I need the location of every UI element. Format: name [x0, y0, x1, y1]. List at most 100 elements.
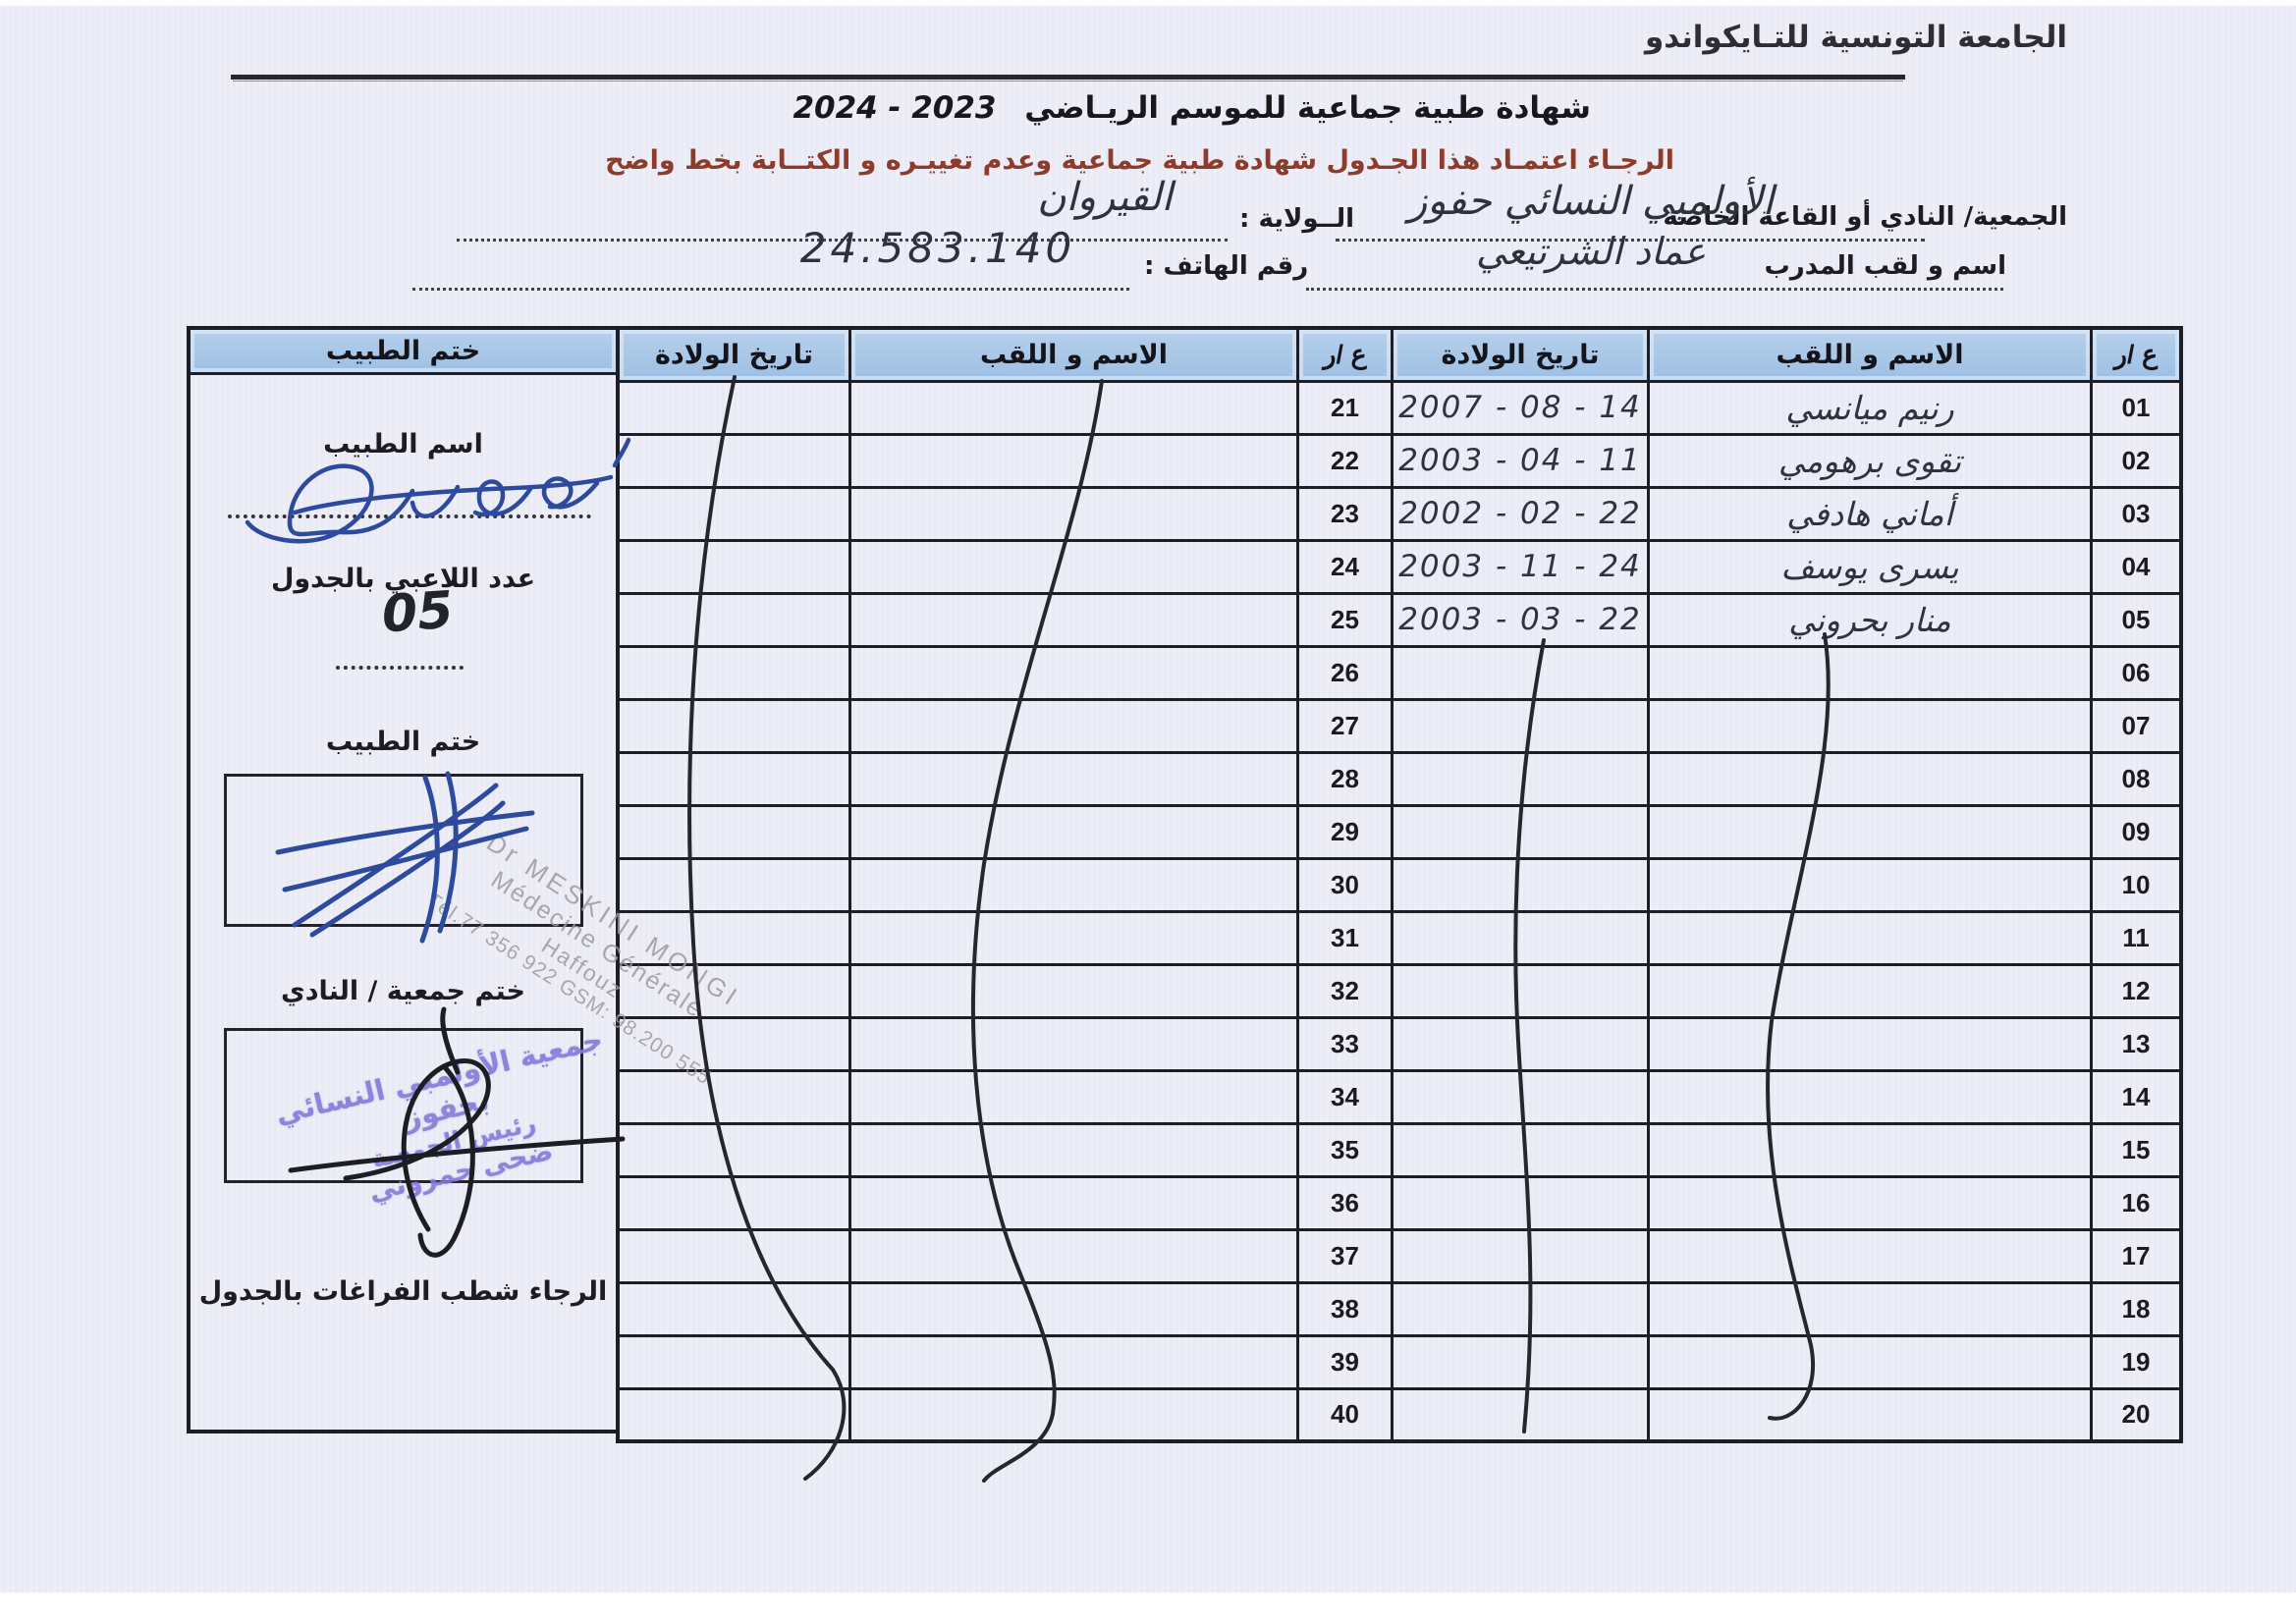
name-cell: رنيم ميانسي	[1647, 379, 2093, 436]
header-dob-left: تاريخ الولادة	[616, 326, 851, 383]
table-row: 11 31	[616, 909, 2183, 966]
name2-cell	[848, 856, 1299, 913]
club-value: الأولمبي النسائي حفوز	[1407, 179, 1775, 224]
federation-title: الجامعة التونسية للتـايكواندو	[1644, 20, 2067, 55]
num-cell: 19	[2090, 1333, 2183, 1390]
name2-cell	[848, 1015, 1299, 1072]
num2-cell: 40	[1296, 1386, 1394, 1443]
coach-field	[1306, 251, 2003, 291]
dob-cell	[1391, 1333, 1650, 1390]
num-cell: 08	[2090, 750, 2183, 807]
name-cell: منار بحروني	[1647, 591, 2093, 648]
dob-cell: 2002 - 02 - 22	[1391, 485, 1650, 542]
num-cell: 14	[2090, 1068, 2183, 1125]
num2-cell: 24	[1296, 538, 1394, 595]
table-row: 07 27	[616, 697, 2183, 754]
table-row: 08 28	[616, 750, 2183, 807]
season-title-text: شهادة طبية جماعية للموسم الريـاضي	[1024, 90, 1591, 126]
name-cell	[1647, 697, 2093, 754]
doctor-name-label: اسم الطبيب	[323, 429, 483, 460]
num-cell: 04	[2090, 538, 2183, 595]
header-num-left: ع /ر	[1296, 326, 1394, 383]
name-cell	[1647, 1174, 2093, 1231]
num-cell: 13	[2090, 1015, 2183, 1072]
dob-cell	[1391, 1386, 1650, 1443]
dob2-cell	[616, 750, 851, 807]
num2-cell: 21	[1296, 379, 1394, 436]
phone-field	[412, 251, 1129, 291]
table-row: 13 33	[616, 1015, 2183, 1072]
num-cell: 17	[2090, 1227, 2183, 1284]
name-cell	[1647, 1121, 2093, 1178]
dob2-cell	[616, 697, 851, 754]
num2-cell: 29	[1296, 803, 1394, 860]
num2-cell: 27	[1296, 697, 1394, 754]
dob-cell	[1391, 1174, 1650, 1231]
dob2-cell	[616, 856, 851, 913]
name-cell	[1647, 1280, 2093, 1337]
table-body: 01 رنيم ميانسي 2007 - 08 - 14 21 02 تقوى برهو…	[616, 379, 2183, 1443]
num2-cell: 33	[1296, 1015, 1394, 1072]
header-name-left: الاسم و اللقب	[848, 326, 1299, 383]
dob2-cell	[616, 1227, 851, 1284]
name-cell	[1647, 644, 2093, 701]
state-label: الــولاية :	[1239, 204, 1355, 234]
num-cell: 06	[2090, 644, 2183, 701]
phone-value: 24.583.140	[799, 224, 1076, 272]
table-row: 15 35	[616, 1121, 2183, 1178]
dob-cell	[1391, 1068, 1650, 1125]
dob-cell	[1391, 856, 1650, 913]
name2-cell	[848, 432, 1299, 489]
name2-cell	[848, 697, 1299, 754]
table-row: 18 38	[616, 1280, 2183, 1337]
dob2-cell	[616, 1174, 851, 1231]
num2-cell: 32	[1296, 962, 1394, 1019]
name2-cell	[848, 644, 1299, 701]
dob2-cell	[616, 379, 851, 436]
dob-cell	[1391, 1121, 1650, 1178]
players-count-value: 05	[379, 580, 456, 645]
num-cell: 01	[2090, 379, 2183, 436]
num-cell: 10	[2090, 856, 2183, 913]
name-cell	[1647, 1015, 2093, 1072]
name2-cell	[848, 962, 1299, 1019]
name-cell	[1647, 962, 2093, 1019]
name2-cell	[848, 1227, 1299, 1284]
doctor-name-field	[228, 514, 591, 518]
num-cell: 12	[2090, 962, 2183, 1019]
num-cell: 03	[2090, 485, 2183, 542]
table-header-row: ع /ر الاسم و اللقب تاريخ الولادة ع /ر ال…	[616, 326, 2183, 383]
num2-cell: 25	[1296, 591, 1394, 648]
name-cell: يسرى يوسف	[1647, 538, 2093, 595]
dob-cell	[1391, 644, 1650, 701]
name-cell	[1647, 1386, 2093, 1443]
dob-cell: 2003 - 03 - 22	[1391, 591, 1650, 648]
name-cell	[1647, 803, 2093, 860]
num-cell: 11	[2090, 909, 2183, 966]
name-cell	[1647, 856, 2093, 913]
table-row: 06 26	[616, 644, 2183, 701]
name2-cell	[848, 909, 1299, 966]
table-row: 02 تقوى برهومي 2003 - 04 - 11 22	[616, 432, 2183, 489]
dob-cell	[1391, 803, 1650, 860]
name-cell	[1647, 1333, 2093, 1390]
num-cell: 09	[2090, 803, 2183, 860]
name2-cell	[848, 538, 1299, 595]
name2-cell	[848, 803, 1299, 860]
players-count-field	[336, 666, 464, 670]
cross-out-note: الرجاء شطب الفراغات بالجدول	[198, 1276, 608, 1307]
name2-cell	[848, 1121, 1299, 1178]
header-num-right: ع /ر	[2090, 326, 2183, 383]
num2-cell: 37	[1296, 1227, 1394, 1284]
num2-cell: 30	[1296, 856, 1394, 913]
header-divider	[231, 75, 1905, 80]
num-cell: 20	[2090, 1386, 2183, 1443]
name2-cell	[848, 1386, 1299, 1443]
name2-cell	[848, 379, 1299, 436]
dob-cell	[1391, 750, 1650, 807]
dob-cell: 2007 - 08 - 14	[1391, 379, 1650, 436]
club-stamp-label: ختم جمعية / النادي	[280, 976, 526, 1006]
club-label: الجمعية/ النادي أو القاعة الخاصة	[1663, 202, 2067, 232]
doctor-stamp-label: ختم الطبيب	[325, 727, 481, 757]
